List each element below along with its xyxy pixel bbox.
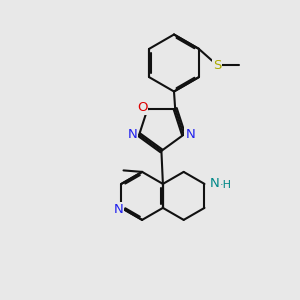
Text: N: N bbox=[210, 177, 220, 190]
Text: N: N bbox=[113, 203, 123, 216]
Text: ·H: ·H bbox=[220, 180, 232, 190]
Text: S: S bbox=[213, 59, 221, 72]
Text: N: N bbox=[185, 128, 195, 141]
Text: N: N bbox=[128, 128, 137, 141]
Text: O: O bbox=[137, 101, 148, 115]
